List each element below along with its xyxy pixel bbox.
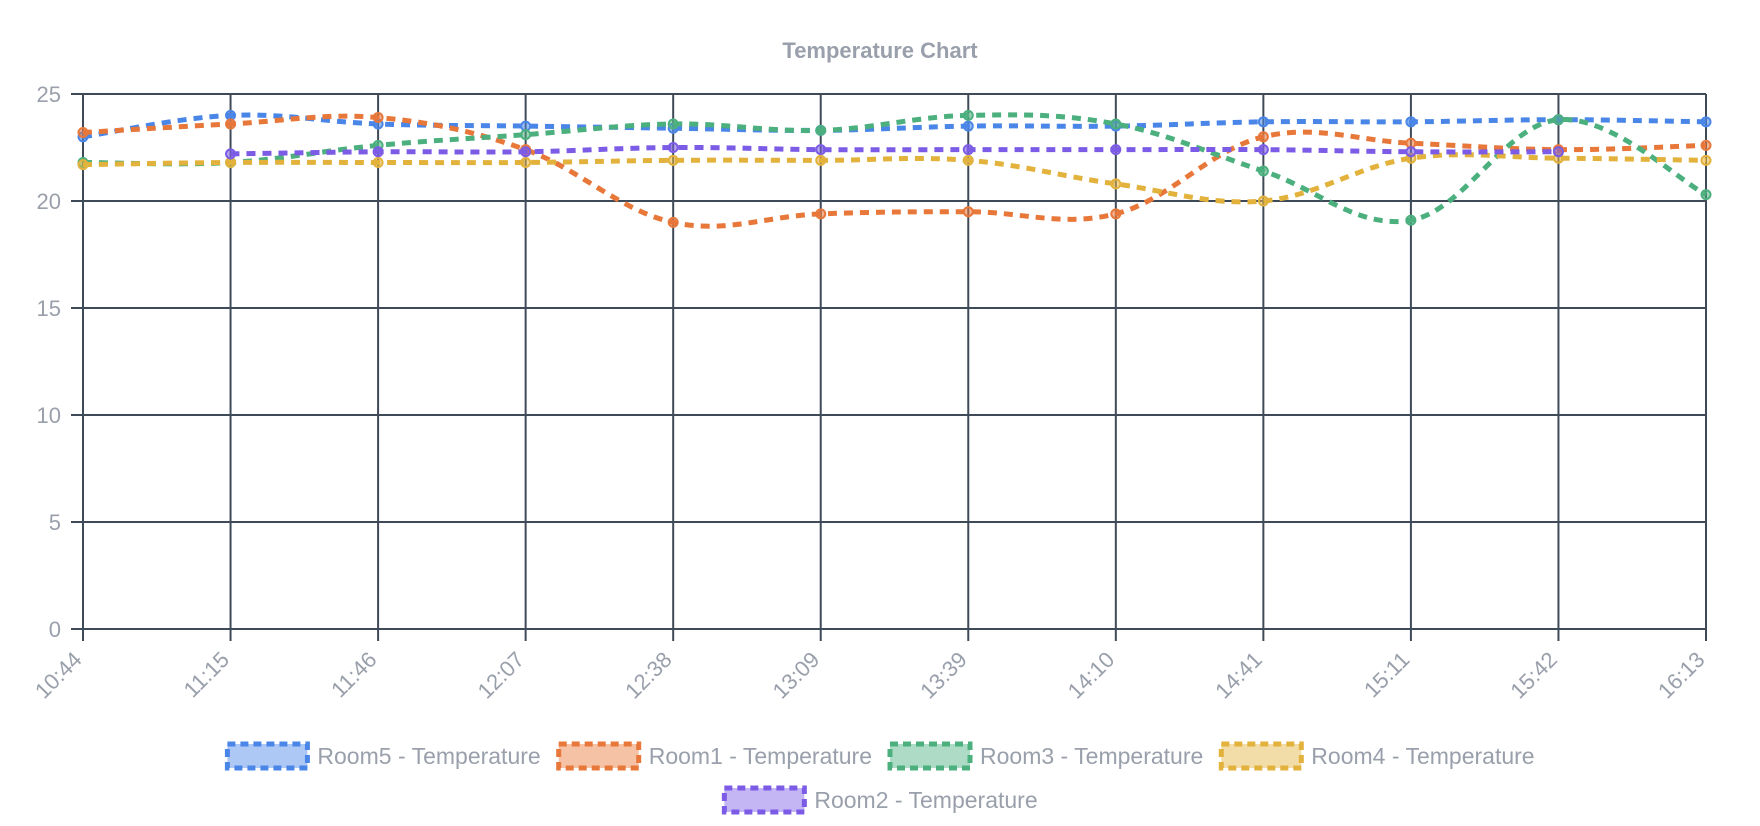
data-point[interactable] — [815, 154, 827, 166]
x-tick-label: 12:38 — [620, 647, 677, 704]
series-line — [82, 112, 1708, 225]
x-tick-label: 14:41 — [1210, 647, 1267, 704]
series-line — [82, 152, 1707, 205]
x-tick-label: 15:11 — [1359, 647, 1414, 702]
data-point[interactable] — [1405, 116, 1417, 128]
data-point[interactable] — [1552, 114, 1564, 126]
legend-item-room4-temperature[interactable]: Room4 - Temperature — [1218, 741, 1535, 771]
data-point[interactable] — [667, 142, 679, 153]
data-point[interactable] — [1700, 139, 1712, 151]
data-point[interactable] — [225, 118, 237, 130]
legend-swatch — [721, 785, 807, 815]
legend-label: Room2 - Temperature — [814, 787, 1037, 813]
data-point[interactable] — [1405, 214, 1417, 226]
x-tick-label: 16:13 — [1653, 647, 1710, 704]
grid-layer — [71, 93, 1707, 641]
data-point[interactable] — [77, 159, 89, 171]
data-point[interactable] — [1257, 195, 1269, 207]
data-point[interactable] — [667, 118, 679, 130]
series-line — [82, 112, 1707, 140]
legend-label: Room4 - Temperature — [1311, 743, 1534, 769]
y-tick-label: 0 — [49, 617, 61, 642]
data-point[interactable] — [1257, 165, 1269, 177]
y-tick-label: 25 — [37, 82, 61, 107]
data-point[interactable] — [1700, 154, 1712, 166]
chart-title: Temperature Chart — [782, 38, 978, 63]
series-line — [82, 113, 1707, 229]
data-point[interactable] — [962, 109, 974, 121]
data-point[interactable] — [1700, 116, 1712, 128]
legend-label: Room3 - Temperature — [980, 743, 1203, 769]
data-point[interactable] — [667, 216, 679, 228]
legend-swatch — [1218, 741, 1304, 771]
y-axis-ticks: 0 5 10 15 20 25 — [37, 82, 61, 642]
x-tick-label: 10:44 — [30, 647, 87, 704]
legend: Room5 - Temperature Room1 - Temperature Ro… — [224, 741, 1535, 815]
data-point[interactable] — [225, 148, 237, 160]
legend-label: Room1 - Temperature — [649, 743, 872, 769]
data-point[interactable] — [1257, 144, 1269, 156]
series-room2-temperature — [225, 142, 1564, 160]
series-layer — [77, 109, 1712, 229]
data-point[interactable] — [372, 146, 384, 158]
data-point[interactable] — [520, 156, 532, 168]
data-point[interactable] — [815, 144, 827, 156]
data-point[interactable] — [962, 120, 974, 132]
x-tick-label: 14:10 — [1063, 647, 1120, 704]
legend-item-room1-temperature[interactable]: Room1 - Temperature — [556, 741, 872, 771]
series-room4-temperature — [77, 152, 1712, 207]
x-tick-label: 13:39 — [915, 647, 972, 704]
data-point[interactable] — [1110, 118, 1122, 130]
data-point[interactable] — [520, 129, 532, 141]
y-tick-label: 5 — [49, 510, 61, 535]
data-point[interactable] — [77, 127, 89, 139]
x-tick-label: 11:46 — [326, 647, 381, 702]
y-tick-label: 20 — [37, 189, 61, 214]
y-tick-label: 10 — [37, 403, 61, 428]
data-point[interactable] — [815, 124, 827, 136]
legend-item-room3-temperature[interactable]: Room3 - Temperature — [887, 741, 1203, 771]
data-point[interactable] — [815, 208, 827, 220]
x-tick-label: 12:07 — [473, 647, 530, 704]
data-point[interactable] — [1700, 189, 1712, 201]
data-point[interactable] — [962, 206, 974, 218]
data-point[interactable] — [520, 146, 532, 158]
data-point[interactable] — [372, 112, 384, 124]
data-point[interactable] — [962, 154, 974, 166]
data-point[interactable] — [667, 154, 679, 166]
legend-item-room2-temperature[interactable]: Room2 - Temperature — [721, 785, 1038, 815]
data-point[interactable] — [962, 144, 974, 156]
data-point[interactable] — [1405, 146, 1417, 158]
x-tick-label: 11:15 — [179, 647, 234, 702]
data-point[interactable] — [1257, 116, 1269, 128]
data-point[interactable] — [1110, 144, 1122, 156]
x-tick-label: 13:09 — [768, 647, 825, 704]
legend-label: Room5 - Temperature — [317, 743, 540, 769]
series-line — [230, 144, 1559, 157]
legend-swatch — [224, 741, 310, 771]
data-point[interactable] — [1110, 178, 1122, 190]
legend-swatch — [887, 741, 973, 771]
series-room3-temperature — [77, 109, 1712, 226]
data-point[interactable] — [1110, 208, 1122, 220]
x-axis-ticks: 10:44 11:15 11:46 12:07 12:38 13:09 13:39 14:10… — [30, 647, 1710, 704]
series-room1-temperature — [77, 112, 1712, 229]
y-tick-label: 15 — [37, 296, 61, 321]
data-point[interactable] — [1552, 146, 1564, 158]
x-tick-label: 15:42 — [1505, 647, 1562, 704]
legend-swatch — [556, 741, 642, 771]
data-point[interactable] — [1257, 131, 1269, 143]
data-point[interactable] — [372, 156, 384, 168]
legend-item-room5-temperature[interactable]: Room5 - Temperature — [224, 741, 541, 771]
